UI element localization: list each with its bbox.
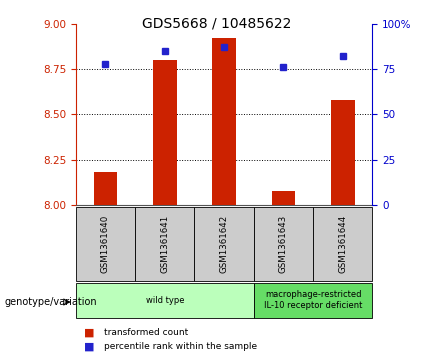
Text: GSM1361644: GSM1361644 (338, 215, 347, 273)
Text: macrophage-restricted
IL-10 receptor deficient: macrophage-restricted IL-10 receptor def… (264, 290, 362, 310)
Bar (212, 38, 236, 205)
Bar (271, 191, 295, 205)
Text: genotype/variation: genotype/variation (4, 297, 97, 307)
Bar (153, 60, 177, 205)
Text: wild type: wild type (145, 296, 184, 305)
Text: GSM1361641: GSM1361641 (160, 215, 169, 273)
Text: GSM1361643: GSM1361643 (279, 215, 288, 273)
Bar (94, 172, 117, 205)
Text: transformed count: transformed count (104, 328, 188, 337)
Text: ■: ■ (84, 342, 95, 352)
Text: ■: ■ (84, 327, 95, 337)
Bar (331, 100, 355, 205)
Text: GDS5668 / 10485622: GDS5668 / 10485622 (142, 16, 291, 30)
Text: GSM1361640: GSM1361640 (101, 215, 110, 273)
Text: percentile rank within the sample: percentile rank within the sample (104, 342, 257, 351)
Text: GSM1361642: GSM1361642 (220, 215, 229, 273)
